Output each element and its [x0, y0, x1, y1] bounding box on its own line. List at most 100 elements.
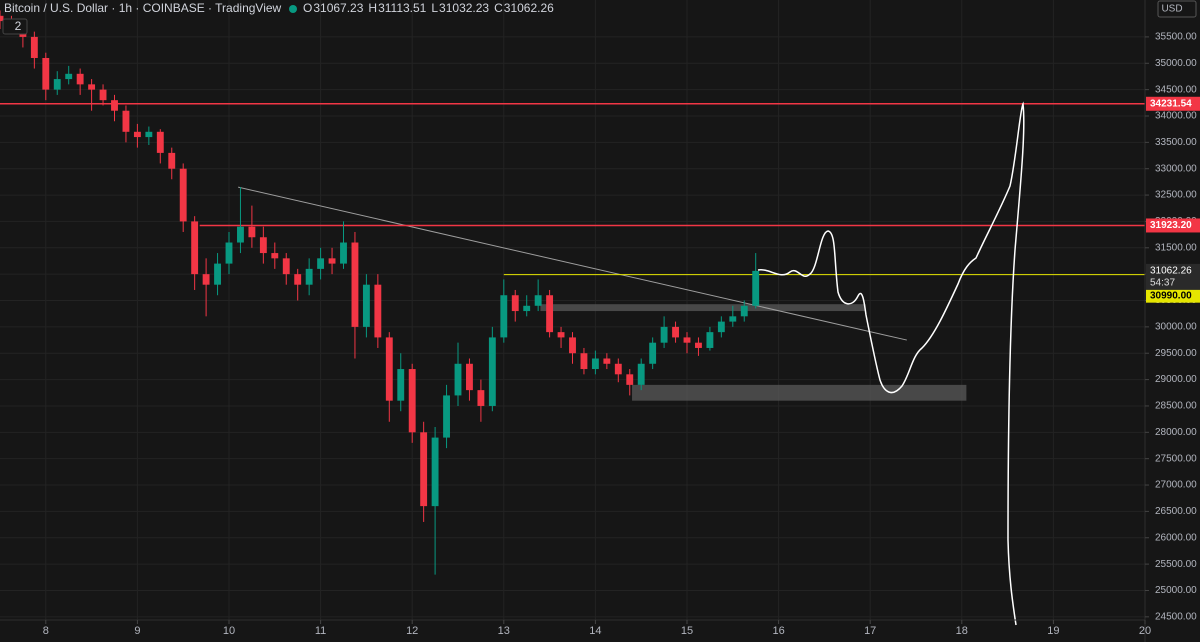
candle-body	[214, 263, 221, 285]
candle-body	[259, 237, 267, 254]
candle-body	[683, 337, 691, 343]
zone	[632, 384, 967, 401]
candle-body	[534, 295, 542, 306]
x-tick-label: 16	[772, 625, 784, 637]
candle-body	[248, 226, 256, 238]
candle-body	[99, 89, 107, 101]
x-tick-label: 12	[406, 625, 418, 637]
candle-body	[340, 242, 347, 264]
candle-body	[637, 363, 645, 385]
y-tick-label: 34500.00	[1155, 84, 1197, 95]
candle-body	[431, 437, 439, 507]
candle-body	[328, 258, 336, 264]
x-tick-label: 14	[589, 625, 601, 637]
candle-body	[660, 326, 668, 343]
x-tick-label: 19	[1047, 625, 1059, 637]
candle-body	[443, 395, 450, 438]
candle-body	[202, 274, 210, 285]
ohlc-key: C	[494, 1, 503, 15]
candle-body	[191, 221, 199, 275]
indicator-toggle[interactable]	[2, 18, 28, 35]
candle-body	[305, 268, 313, 285]
y-tick-label: 29500.00	[1155, 348, 1197, 359]
candle-body	[30, 36, 38, 58]
y-tick-label: 27000.00	[1155, 480, 1197, 491]
candle-body	[122, 110, 130, 132]
y-tick-label: 28000.00	[1155, 427, 1197, 438]
ohlc-value: 31067.23	[313, 1, 363, 15]
candle-body	[546, 295, 554, 333]
candle-body	[374, 284, 382, 338]
y-tick-label: 25500.00	[1155, 559, 1197, 570]
status-dot	[289, 5, 297, 13]
price-label: 31923.20	[1150, 220, 1192, 231]
ohlc-value: 31062.26	[504, 1, 554, 15]
price-label: 30990.00	[1150, 290, 1192, 301]
candle-body	[511, 295, 519, 312]
candle-body	[111, 100, 118, 111]
candle-body	[282, 258, 290, 275]
symbol: Bitcoin / U.S. Dollar · 1h · COINBASE · …	[4, 1, 282, 15]
x-tick-label: 18	[956, 625, 968, 637]
price-label: 34231.54	[1150, 98, 1192, 109]
countdown: 54:37	[1150, 278, 1175, 289]
y-tick-label: 31500.00	[1155, 242, 1197, 253]
x-tick-label: 15	[681, 625, 693, 637]
candle-body	[385, 337, 393, 401]
candle-body	[569, 337, 576, 354]
ohlc-key: H	[368, 1, 377, 15]
ohlc-value: 31113.51	[378, 1, 427, 15]
candle-body	[488, 337, 496, 406]
candle-body	[317, 258, 325, 269]
candle-body	[706, 332, 714, 348]
x-tick-label: 9	[134, 625, 140, 637]
candle-body	[179, 168, 187, 222]
y-tick-label: 27500.00	[1155, 453, 1197, 464]
price-label-bg	[1146, 96, 1200, 111]
y-tick-label: 25000.00	[1155, 585, 1197, 596]
candle-body	[649, 342, 657, 364]
y-tick-label: 30000.00	[1155, 322, 1197, 333]
candle-body	[580, 353, 588, 370]
candle-body	[294, 274, 302, 285]
y-tick-label: 35500.00	[1155, 32, 1197, 43]
indicator-count: 2	[15, 19, 22, 33]
x-tick-label: 20	[1139, 625, 1151, 637]
candle-body	[695, 342, 702, 348]
candle-body	[408, 369, 416, 433]
candle-body	[397, 369, 405, 401]
zone	[540, 304, 866, 312]
candle-body	[523, 305, 531, 312]
candle-body	[65, 73, 73, 80]
candle-body	[168, 152, 176, 169]
trendline	[238, 186, 907, 341]
currency-button[interactable]	[1157, 0, 1197, 18]
candle-body	[145, 131, 153, 138]
ohlc-value: 31032.23	[439, 1, 489, 15]
candle-body	[477, 390, 485, 406]
candle-body	[557, 332, 565, 338]
candle-body	[500, 295, 508, 338]
hand-drawing	[757, 101, 1025, 626]
candle-body	[626, 374, 634, 385]
candle-body	[717, 321, 725, 333]
last-price-bg	[1146, 263, 1200, 290]
candle-body	[0, 15, 4, 22]
y-tick-label: 26500.00	[1155, 506, 1197, 517]
candle-body	[225, 242, 233, 264]
currency: USD	[1161, 4, 1182, 15]
candle-body	[362, 284, 370, 327]
y-tick-label: 32500.00	[1155, 190, 1197, 201]
candle-body	[454, 363, 462, 396]
candle-body	[614, 363, 622, 375]
price-label-bg	[1146, 288, 1200, 303]
candle-body	[237, 226, 244, 243]
x-tick-label: 17	[864, 625, 876, 637]
candle-body	[603, 358, 611, 364]
candle-body	[672, 326, 679, 338]
x-tick-label: 11	[315, 625, 326, 637]
y-tick-label: 35000.00	[1155, 58, 1197, 69]
y-tick-label: 26000.00	[1155, 532, 1197, 543]
